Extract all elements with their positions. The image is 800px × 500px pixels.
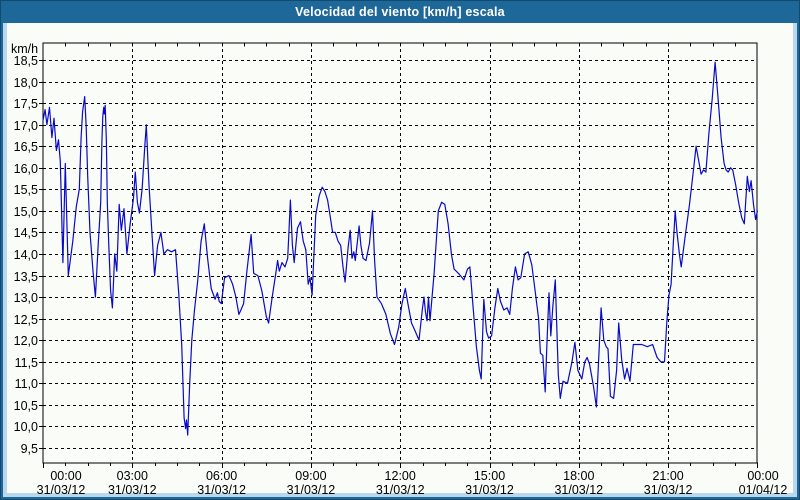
y-tick-label: 12,0 — [14, 334, 38, 348]
x-tick-time-label: 15:00 — [474, 469, 505, 483]
x-tick-time-label: 21:00 — [652, 469, 683, 483]
x-tick-date-label: 31/03/12 — [287, 483, 336, 495]
y-tick-label: 9,5 — [21, 442, 38, 456]
x-tick-date-label: 01/04/12 — [739, 483, 788, 495]
x-tick-time-label: 06:00 — [206, 469, 237, 483]
x-tick-date-label: 31/03/12 — [644, 483, 693, 495]
y-tick-label: 11,0 — [15, 377, 38, 391]
y-tick-label: 13,0 — [14, 291, 38, 305]
y-tick-label: 10,0 — [14, 420, 38, 434]
x-tick-time-label: 03:00 — [117, 469, 148, 483]
x-tick-date-label: 31/03/12 — [37, 483, 86, 495]
x-tick-date-label: 31/03/12 — [197, 483, 246, 495]
wind-speed-line — [42, 61, 759, 436]
y-tick-label: 17,5 — [14, 97, 38, 111]
x-tick-date-label: 31/03/12 — [376, 483, 425, 495]
y-tick-label: 17,0 — [14, 119, 38, 133]
y-tick-label: 14,0 — [14, 248, 38, 262]
chart-content: 18,5 18,0 17,5 17,0 16,5 16,0 15,5 15,0 14,5 14,0… — [3, 23, 797, 497]
x-tick-time-label: 18:00 — [563, 469, 594, 483]
wind-speed-chart: 18,5 18,0 17,5 17,0 16,5 16,0 15,5 15,0 14,5 14,0… — [11, 42, 788, 495]
chart-title: Velocidad del viento [km/h] escala — [295, 5, 505, 19]
y-tick-label: 15,0 — [14, 205, 38, 219]
y-tick-label: 16,5 — [14, 140, 38, 154]
x-tick-time-label: 09:00 — [295, 469, 326, 483]
y-tick-label: 13,5 — [14, 270, 38, 284]
y-tick-label: 18,5 — [14, 54, 38, 68]
plot-border — [42, 42, 758, 464]
chart-title-bar: Velocidad del viento [km/h] escala — [1, 1, 799, 23]
x-tick-time-label: 00:00 — [747, 469, 778, 483]
x-tick-date-label: 31/03/12 — [465, 483, 514, 495]
y-tick-label: 15,5 — [14, 183, 38, 197]
y-tick-label: 18,0 — [14, 76, 38, 90]
x-tick-date-label: 31/03/12 — [554, 483, 603, 495]
y-tick-label: 16,0 — [14, 162, 38, 176]
y-tick-label: 12,5 — [14, 313, 38, 327]
x-tick-time-label: 00:00 — [50, 469, 81, 483]
y-tick-label: 14,5 — [14, 226, 38, 240]
x-tick-date-label: 31/03/12 — [108, 483, 157, 495]
y-axis-unit-label: km/h — [11, 42, 38, 56]
y-tick-label: 11,5 — [15, 356, 38, 370]
x-tick-time-label: 12:00 — [385, 469, 416, 483]
y-tick-label: 10,5 — [14, 399, 38, 413]
chart-plot-background: 18,5 18,0 17,5 17,0 16,5 16,0 15,5 15,0 14,5 14,0… — [7, 23, 793, 495]
